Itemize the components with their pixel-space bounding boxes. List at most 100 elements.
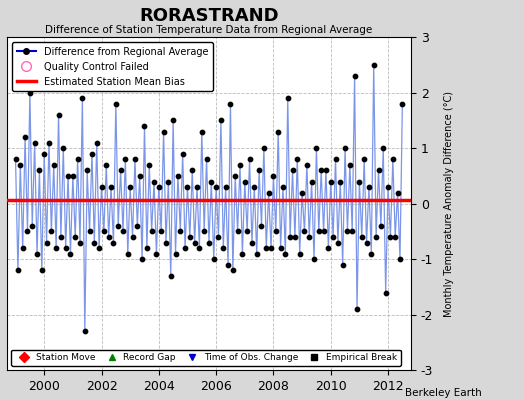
Point (61, 245, 70, 251)
Point (283, 95, 292, 102)
Point (317, 167, 325, 174)
Point (394, 190, 402, 196)
Point (214, 234, 223, 240)
Point (312, 145, 321, 151)
Point (167, 273, 175, 279)
Point (162, 239, 170, 246)
Point (212, 184, 220, 190)
Point (188, 167, 196, 174)
Point (143, 245, 151, 251)
Point (104, 234, 113, 240)
Point (355, 178, 364, 185)
Point (217, 117, 225, 124)
Point (97, 184, 106, 190)
Point (236, 162, 244, 168)
Point (183, 184, 192, 190)
Point (90, 239, 99, 246)
Point (253, 250, 261, 257)
Point (128, 234, 137, 240)
Point (193, 184, 201, 190)
Point (121, 156, 129, 162)
Point (293, 156, 301, 162)
Point (363, 239, 371, 246)
Point (374, 167, 383, 174)
Point (138, 256, 146, 262)
Point (343, 228, 352, 235)
Point (296, 250, 304, 257)
Point (38, 267, 46, 274)
Point (42, 239, 51, 246)
Point (303, 162, 311, 168)
Point (54, 112, 63, 118)
Point (114, 223, 123, 229)
Point (224, 262, 232, 268)
Point (112, 100, 120, 107)
Point (73, 156, 82, 162)
Point (314, 228, 323, 235)
Point (126, 184, 134, 190)
Point (346, 162, 354, 168)
Point (286, 234, 294, 240)
Point (52, 245, 60, 251)
Point (57, 234, 65, 240)
Point (398, 100, 407, 107)
Point (320, 228, 328, 235)
Point (116, 167, 125, 174)
Point (305, 234, 313, 240)
Point (257, 223, 266, 229)
Point (140, 123, 149, 129)
Point (243, 228, 252, 235)
Point (357, 234, 366, 240)
Point (308, 178, 316, 185)
Point (310, 256, 318, 262)
Point (379, 145, 387, 151)
Point (300, 228, 309, 235)
Point (326, 178, 335, 185)
Point (47, 228, 56, 235)
Point (26, 90, 34, 96)
Point (95, 245, 103, 251)
Point (381, 289, 390, 296)
Point (231, 173, 239, 179)
Point (81, 328, 89, 335)
Point (351, 73, 359, 79)
Point (339, 262, 347, 268)
Point (66, 250, 74, 257)
Point (226, 100, 235, 107)
Point (202, 156, 211, 162)
Point (265, 190, 273, 196)
Point (205, 239, 213, 246)
Point (33, 250, 41, 257)
Point (152, 250, 161, 257)
Point (147, 228, 156, 235)
Point (150, 178, 158, 185)
Point (40, 150, 48, 157)
Point (28, 223, 37, 229)
Point (384, 184, 392, 190)
Point (271, 228, 280, 235)
Point (396, 256, 404, 262)
Point (353, 306, 361, 312)
Point (228, 267, 237, 274)
Point (171, 250, 180, 257)
Point (45, 140, 53, 146)
Point (131, 156, 139, 162)
Point (198, 128, 206, 135)
Point (174, 173, 182, 179)
Point (288, 167, 297, 174)
Point (389, 156, 397, 162)
Point (233, 228, 242, 235)
Point (238, 250, 247, 257)
Point (59, 145, 68, 151)
Point (276, 245, 285, 251)
Point (269, 173, 278, 179)
Point (93, 140, 101, 146)
Point (250, 184, 258, 190)
Point (281, 250, 290, 257)
Point (110, 239, 118, 246)
Point (341, 145, 350, 151)
Point (279, 184, 287, 190)
Point (360, 156, 368, 162)
Point (50, 162, 58, 168)
Point (348, 228, 356, 235)
